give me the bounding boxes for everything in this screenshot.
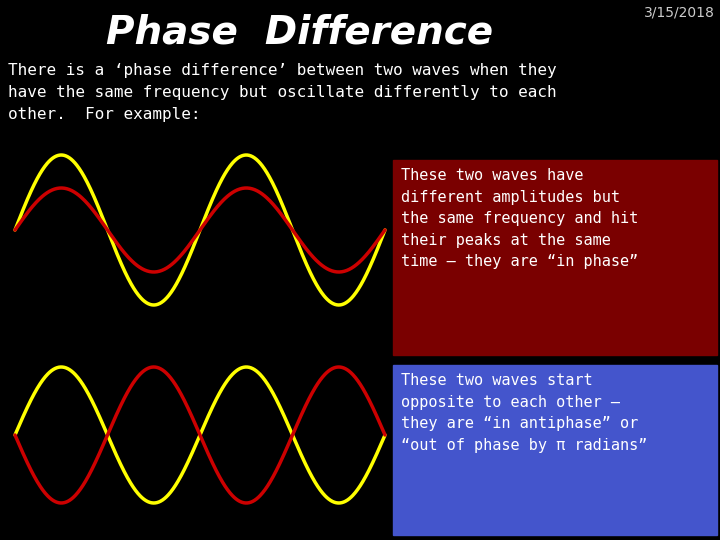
FancyBboxPatch shape [393, 365, 717, 535]
Text: Phase  Difference: Phase Difference [107, 13, 494, 51]
Text: There is a ‘phase difference’ between two waves when they
have the same frequenc: There is a ‘phase difference’ between tw… [8, 63, 557, 123]
Text: These two waves have
different amplitudes but
the same frequency and hit
their p: These two waves have different amplitude… [401, 168, 638, 269]
Text: 3/15/2018: 3/15/2018 [644, 5, 715, 19]
FancyBboxPatch shape [393, 160, 717, 355]
Text: These two waves start
opposite to each other –
they are “in antiphase” or
“out o: These two waves start opposite to each o… [401, 373, 647, 453]
